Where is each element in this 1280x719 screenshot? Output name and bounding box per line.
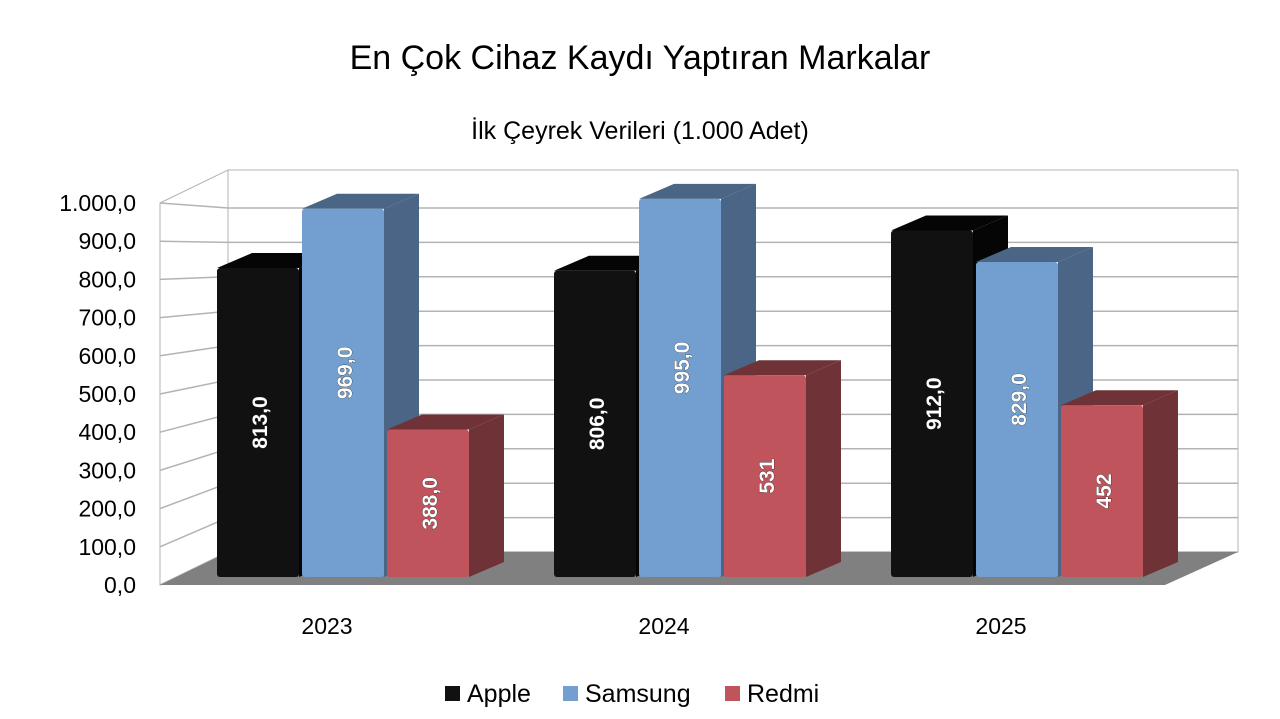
bar-front — [724, 375, 806, 577]
data-label: 813,0 — [249, 396, 272, 449]
bar-side — [806, 360, 841, 577]
gridline-side — [159, 516, 229, 548]
bar-front — [639, 198, 721, 577]
bars: 813,0 969,0 388,0 806,0 995,0 531 912,0 829,0 45… — [217, 183, 1178, 578]
bar-redmi-2024: 531 — [724, 360, 841, 577]
bar-redmi-2025: 452 — [1061, 390, 1178, 577]
y-tick-label: 600,0 — [78, 343, 136, 369]
data-label: 452 — [1093, 474, 1116, 509]
y-tick-label: 700,0 — [78, 305, 136, 331]
legend-item-samsung: Samsung — [563, 680, 691, 708]
bar-side — [1143, 390, 1178, 577]
legend-label: Apple — [467, 680, 531, 708]
x-axis: 2023 2024 2025 — [301, 613, 1026, 639]
gridline-side — [159, 310, 229, 319]
legend-item-redmi: Redmi — [725, 680, 819, 708]
legend-swatch — [563, 686, 578, 701]
gridline-side — [159, 202, 229, 209]
gridline-side — [159, 240, 229, 244]
chart-title: En Çok Cihaz Kaydı Yaptıran Markalar — [350, 39, 931, 77]
bar-top — [302, 193, 419, 209]
bar-front — [554, 270, 636, 577]
legend-label: Redmi — [747, 680, 819, 708]
legend-swatch — [445, 686, 460, 701]
bar-top — [891, 215, 1008, 231]
gridline-side — [159, 276, 229, 281]
x-tick-label: 2023 — [301, 613, 352, 639]
bar-front — [976, 261, 1058, 577]
bar-top — [1061, 390, 1178, 406]
legend-item-apple: Apple — [445, 680, 531, 708]
y-tick-label: 100,0 — [78, 534, 136, 560]
data-label: 829,0 — [1008, 373, 1031, 426]
y-tick-label: 500,0 — [78, 381, 136, 407]
bar-front — [387, 429, 469, 577]
y-tick-label: 800,0 — [78, 266, 136, 292]
bar-front — [217, 268, 299, 577]
y-tick-label: 0,0 — [104, 572, 136, 598]
data-label: 912,0 — [923, 377, 946, 430]
gridline-side — [159, 482, 229, 510]
bar-front — [891, 230, 973, 577]
bar-side — [469, 414, 504, 577]
gridline-side — [159, 413, 229, 433]
data-label: 806,0 — [586, 398, 609, 451]
y-tick-label: 300,0 — [78, 457, 136, 483]
data-label: 531 — [756, 458, 779, 493]
legend: Apple Samsung Redmi — [445, 680, 819, 708]
x-tick-label: 2024 — [638, 613, 689, 639]
bar-top — [724, 360, 841, 376]
bar-front — [1061, 405, 1143, 577]
x-tick-label: 2025 — [975, 613, 1026, 639]
legend-swatch — [725, 686, 740, 701]
gridline-side — [159, 448, 229, 472]
y-tick-label: 900,0 — [78, 228, 136, 254]
bar-top — [639, 183, 756, 199]
bar-top — [387, 414, 504, 430]
data-label: 969,0 — [334, 347, 357, 400]
legend-label: Samsung — [585, 680, 691, 708]
y-axis: 0,0 100,0 200,0 300,0 400,0 500,0 600,0 700,0 80… — [59, 190, 136, 598]
data-label: 995,0 — [671, 342, 694, 395]
gridline-side — [159, 379, 229, 395]
chart-subtitle: İlk Çeyrek Verileri (1.000 Adet) — [471, 116, 809, 145]
y-tick-label: 1.000,0 — [59, 190, 136, 216]
bar-front — [302, 208, 384, 577]
y-tick-label: 200,0 — [78, 496, 136, 522]
gridline-side — [159, 344, 229, 357]
y-tick-label: 400,0 — [78, 419, 136, 445]
data-label: 388,0 — [419, 477, 442, 530]
bar-redmi-2023: 388,0 — [387, 414, 504, 577]
bar-top — [976, 246, 1093, 262]
